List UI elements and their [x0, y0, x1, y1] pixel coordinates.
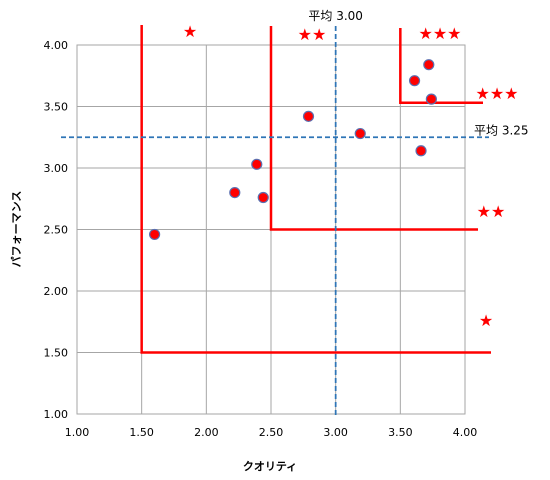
data-point — [408, 75, 421, 87]
mean-label-quality: 平均 3.00 — [308, 9, 363, 23]
data-point — [251, 158, 263, 170]
data-point — [415, 145, 427, 157]
x-tick-label: 3.50 — [388, 426, 413, 439]
y-tick-label: 3.50 — [44, 101, 69, 114]
rank-zone-boundary — [399, 28, 483, 105]
rank-stars: ★★★★★★★★★★★★ — [183, 22, 519, 330]
data-point — [302, 110, 315, 122]
rank-zones — [140, 25, 491, 354]
rank-star-label: ★★★ — [418, 24, 461, 43]
y-axis-title: パフォーマンス — [10, 191, 23, 268]
data-point — [257, 191, 269, 204]
mean-label-performance: 平均 3.25 — [474, 123, 529, 137]
rank-star-label: ★★ — [477, 202, 506, 221]
x-tick-label: 3.00 — [323, 426, 348, 439]
rank-star-label: ★ — [479, 311, 493, 330]
data-points — [149, 59, 437, 241]
y-tick-label: 1.00 — [44, 408, 69, 421]
y-tick-label: 1.50 — [44, 347, 69, 360]
data-point — [423, 59, 435, 71]
rank-zone-boundary — [269, 26, 478, 231]
tick-labels: 1.00 1.50 2.00 2.50 3.00 3.50 4.00 1.00 1.50 2.00… — [44, 39, 478, 439]
x-tick-label: 2.00 — [194, 426, 219, 439]
y-tick-label: 2.00 — [44, 285, 69, 298]
x-tick-label: 1.50 — [129, 426, 154, 439]
rank-star-label: ★★ — [298, 25, 327, 44]
data-point — [149, 228, 161, 241]
mean-lines: 平均 3.00 平均 3.25 — [61, 9, 529, 416]
data-point — [425, 93, 437, 105]
x-axis-title: クオリティ — [243, 460, 297, 473]
data-point — [229, 187, 241, 199]
x-tick-label: 4.00 — [453, 426, 478, 439]
y-tick-label: 4.00 — [44, 39, 69, 52]
x-tick-label: 2.50 — [259, 426, 284, 439]
y-tick-label: 3.00 — [44, 162, 69, 175]
x-tick-label: 1.00 — [65, 426, 90, 439]
rank-zone-boundary — [140, 25, 491, 354]
rank-star-label: ★ — [183, 22, 197, 41]
data-point — [354, 127, 366, 140]
y-tick-label: 2.50 — [44, 224, 69, 237]
rank-star-label: ★★★ — [475, 84, 518, 103]
